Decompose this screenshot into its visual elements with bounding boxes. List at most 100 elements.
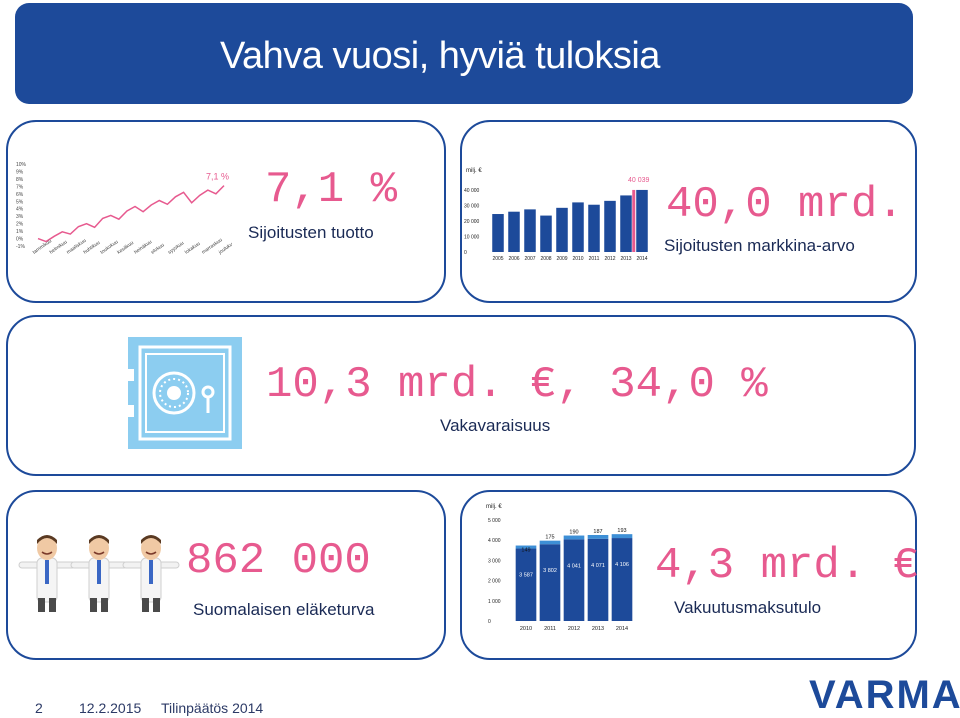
footer-title: Tilinpäätös 2014 xyxy=(161,700,264,716)
premium-label: Vakuutusmaksutulo xyxy=(674,598,822,617)
y-tick-label: 3% xyxy=(16,214,24,220)
people-icon xyxy=(18,534,180,613)
bar-segment xyxy=(515,548,537,621)
bar-data-label: 190 xyxy=(569,530,578,536)
y-tick-label: 9% xyxy=(16,169,24,175)
y-tick-label: 2 000 xyxy=(488,579,501,585)
market-value-label: Sijoitusten markkina-arvo xyxy=(664,236,855,255)
x-tick-label: 2009 xyxy=(556,256,567,262)
x-tick-label: 2007 xyxy=(524,256,535,262)
bar-data-label: 3 587 xyxy=(519,573,533,579)
y-tick-label: 6% xyxy=(16,192,24,198)
return-line-chart: 10%9%8%7%6%5%4%3%2%1%0%-1%7,1 %tammikuuh… xyxy=(16,162,232,256)
y-tick-label: 0 xyxy=(488,619,491,625)
bar-data-label: 3 802 xyxy=(543,568,557,574)
bar xyxy=(492,214,504,252)
y-tick-label: 10 000 xyxy=(464,235,480,241)
bar-data-label: 193 xyxy=(617,528,626,534)
varma-logo: VARMA xyxy=(809,673,960,717)
x-tick-label: 2014 xyxy=(616,626,628,632)
bar-highlight xyxy=(632,189,636,252)
title-banner: Vahva vuosi, hyviä tuloksia xyxy=(15,3,913,104)
return-value: 7,1 % xyxy=(265,165,398,215)
safe-icon xyxy=(128,337,242,449)
bar xyxy=(540,215,552,252)
y-tick-label: 5 000 xyxy=(488,518,501,524)
bar xyxy=(572,202,584,252)
market-value-bar-chart: milj. € 0 10 000 20 000 30 000 40 000 2005 2006… xyxy=(464,168,650,262)
bar-data-label: 149 xyxy=(521,548,530,554)
x-tick-label: kesäkuu xyxy=(116,240,135,256)
y-tick-label: 5% xyxy=(16,199,24,205)
y-tick-label: 1% xyxy=(16,229,24,235)
x-tick-label: 2013 xyxy=(592,626,604,632)
bar-segment-top xyxy=(563,535,585,540)
x-tick-label: 2005 xyxy=(492,256,503,262)
x-tick-label: 2010 xyxy=(520,626,532,632)
bar xyxy=(556,207,568,252)
x-tick-label: 2011 xyxy=(544,626,556,632)
premium-income-bar-chart: milj. € 0 1 000 2 000 3 000 4 000 5 000 3 587 14… xyxy=(486,504,633,632)
bar xyxy=(524,209,536,252)
bar-data-label: 4 041 xyxy=(567,563,581,569)
y-tick-label: 7% xyxy=(16,184,24,190)
pension-value: 862 000 xyxy=(186,536,371,586)
y-tick-label: 30 000 xyxy=(464,204,480,210)
y-tick-label: 2% xyxy=(16,222,24,228)
y-tick-label: 4 000 xyxy=(488,538,501,544)
x-tick-label: 2008 xyxy=(540,256,551,262)
x-tick-label: syyskuu xyxy=(167,240,185,255)
y-tick-label: 4% xyxy=(16,207,24,213)
premium-value: 4,3 mrd. € xyxy=(655,541,920,591)
y-tick-label: 20 000 xyxy=(464,219,480,225)
page-title: Vahva vuosi, hyviä tuloksia xyxy=(220,35,660,77)
footer-date: 12.2.2015 xyxy=(79,700,142,716)
x-tick-label: 2010 xyxy=(572,256,583,262)
y-axis-label: milj. € xyxy=(466,168,482,174)
x-tick-label: lokakuu xyxy=(184,241,202,256)
bar xyxy=(636,189,648,252)
x-tick-label: 2006 xyxy=(508,256,519,262)
bar-data-label: 4 071 xyxy=(591,563,605,569)
page-number: 2 xyxy=(35,700,43,716)
bar-segment xyxy=(587,538,609,621)
x-tick-label: 2013 xyxy=(620,256,631,262)
x-tick-label: toukokuu xyxy=(99,239,119,256)
y-tick-label: 10% xyxy=(16,162,27,168)
bar-data-label: 40 039 xyxy=(628,177,650,184)
x-tick-label: 2012 xyxy=(604,256,615,262)
panel-market-value xyxy=(460,120,917,303)
bar-segment xyxy=(611,538,633,621)
bar-segment xyxy=(539,544,561,621)
market-value-value: 40,0 mrd. xyxy=(666,180,904,230)
panel-pension xyxy=(6,490,446,660)
y-axis-label: milj. € xyxy=(486,504,502,510)
bar xyxy=(604,200,616,252)
panel-investment-return xyxy=(6,120,446,303)
x-tick-label: 2012 xyxy=(568,626,580,632)
y-tick-label: -1% xyxy=(16,244,25,250)
bar-segment-top xyxy=(539,540,561,545)
y-tick-label: 1 000 xyxy=(488,599,501,605)
pension-label: Suomalaisen eläketurva xyxy=(193,600,375,619)
bar-data-label: 4 106 xyxy=(615,562,629,568)
bar-segment-top xyxy=(587,534,609,539)
bar-segment-top xyxy=(611,534,633,539)
bar-segment-top xyxy=(515,545,537,549)
bar xyxy=(620,195,632,252)
solvency-label: Vakavaraisuus xyxy=(440,416,551,435)
y-tick-label: 0 xyxy=(464,250,467,256)
solvency-value: 10,3 mrd. €, 34,0 % xyxy=(266,360,768,410)
y-tick-label: 8% xyxy=(16,177,24,183)
bar-data-label: 187 xyxy=(593,529,602,535)
x-tick-label: 2011 xyxy=(589,256,600,262)
bar-segment xyxy=(563,539,585,621)
y-tick-label: 3 000 xyxy=(488,558,501,564)
y-tick-label: 40 000 xyxy=(464,188,480,194)
return-label: Sijoitusten tuotto xyxy=(248,223,374,242)
x-tick-label: 2014 xyxy=(636,256,647,262)
bar xyxy=(508,211,520,252)
return-series-line xyxy=(37,185,225,243)
bar xyxy=(588,204,600,252)
y-tick-label: 0% xyxy=(16,237,24,243)
